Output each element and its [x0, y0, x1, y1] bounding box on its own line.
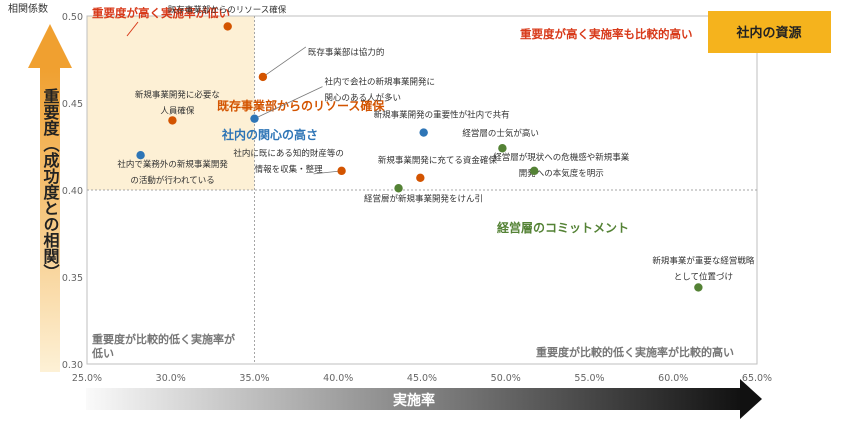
- quadrant-label-top-right: 重要度が高く実施率も比較的高い: [520, 27, 693, 41]
- highlight-zone: [87, 16, 255, 190]
- point-label-line: 既存事業部は協力的: [308, 47, 385, 58]
- point-label-line: 社内で業務外の新規事業開発: [117, 159, 228, 170]
- y-axis-arrow: [40, 68, 60, 372]
- quadrant-label-bottom-left-line2: 低い: [91, 346, 114, 360]
- x-tick-label: 60.0%: [658, 373, 688, 384]
- y-tick-label: 0.40: [62, 186, 83, 197]
- point-label: 新規事業開発に充てる資金確保: [378, 155, 498, 166]
- point-label-line: の活動が行われている: [130, 175, 214, 186]
- data-point-green: [394, 184, 403, 193]
- point-label: 新規事業開発の重要性が社内で共有: [374, 110, 510, 121]
- point-label: 社内で会社の新規事業開発に関心のある人が多い: [325, 77, 436, 104]
- point-label-line: 経営層が現状への危機感や新規事業: [493, 152, 630, 163]
- point-label: 既存事業部からのリソース確保: [168, 4, 287, 15]
- x-tick-label: 25.0%: [72, 373, 102, 384]
- leader-line: [254, 86, 323, 120]
- data-point-orange: [416, 173, 425, 183]
- y-tick-labels: 0.30 0.35 0.40 0.45 0.50: [62, 12, 83, 371]
- leader-line: [313, 170, 342, 175]
- group-label-blue: 社内の関心の高さ: [221, 127, 318, 142]
- x-tick-label: 30.0%: [156, 373, 186, 384]
- badge-text: 社内の資源: [735, 25, 801, 41]
- x-axis-arrow: [86, 388, 742, 410]
- data-point-blue: [136, 151, 145, 160]
- point-label-line: 既存事業部からのリソース確保: [168, 4, 287, 15]
- data-point-orange: [258, 72, 268, 82]
- point-label-line: 経営層の士気が高い: [462, 128, 539, 139]
- x-tick-label: 50.0%: [491, 373, 521, 384]
- x-tick-label: 45.0%: [407, 373, 437, 384]
- label-leader-lines: [254, 46, 342, 175]
- point-label-line: 新規事業開発の重要性が社内で共有: [374, 110, 510, 121]
- y-axis-top-label: 相関係数: [8, 2, 48, 15]
- group-label-orange: 既存事業部からのリソース確保: [217, 98, 385, 113]
- x-tick-label: 40.0%: [323, 373, 353, 384]
- quadrant-label-bottom-left-line1: 重要度が比較的低く実施率が: [92, 332, 235, 346]
- y-axis-label: 重要度（成功度との相関）: [41, 87, 60, 280]
- y-tick-label: 0.45: [62, 99, 83, 110]
- y-axis-arrow-head: [28, 24, 72, 68]
- badge-box: [708, 11, 831, 53]
- point-label: 社内に既にある知的財産等の情報を収集・整理: [233, 148, 344, 175]
- y-tick-label: 0.50: [62, 12, 83, 23]
- quadrant-dividers: [87, 16, 757, 364]
- quadrant-label-pointer: [126, 21, 139, 37]
- point-label: 既存事業部は協力的: [308, 47, 385, 58]
- point-label: 経営層が現状への危機感や新規事業開発への本気度を明示: [493, 152, 630, 179]
- x-axis-label: 実施率: [393, 392, 435, 409]
- data-point-green: [530, 166, 539, 176]
- point-label-line: 関心のある人が多い: [325, 93, 402, 104]
- point-label-line: 経営層が新規事業開発をけん引: [364, 193, 483, 204]
- point-label: 新規事業開発に必要な人員確保: [135, 89, 220, 116]
- data-point-orange: [337, 166, 346, 176]
- quadrant-label-top-left: 重要度が高く実施率が低い: [92, 6, 230, 20]
- x-tick-label: 35.0%: [239, 373, 269, 384]
- y-tick-label: 0.35: [62, 273, 83, 284]
- point-label: 経営層の士気が高い: [462, 128, 539, 139]
- data-point-orange: [223, 22, 232, 31]
- data-points: [136, 22, 703, 292]
- data-point-blue: [419, 128, 428, 137]
- point-label-line: 社内に既にある知的財産等の: [233, 148, 344, 159]
- point-label-line: 新規事業が重要な経営戦略: [652, 255, 755, 266]
- x-tick-label: 65.0%: [742, 373, 772, 384]
- point-label-line: として位置づけ: [674, 271, 733, 282]
- x-axis-arrow-head: [740, 379, 762, 419]
- point-labels: 既存事業部からのリソース確保既存事業部は協力的新規事業開発に必要な人員確保社内に…: [117, 4, 755, 282]
- x-tick-labels: 25.0% 30.0% 35.0% 40.0% 45.0% 50.0% 55.0% 60.0%…: [72, 373, 772, 384]
- point-label-line: 新規事業開発に充てる資金確保: [378, 155, 498, 166]
- point-label-line: 新規事業開発に必要な: [135, 89, 220, 100]
- point-label-line: 人員確保: [160, 105, 195, 116]
- quadrant-label-bottom-left: 重要度が比較的低く実施率が 低い: [91, 332, 239, 360]
- x-tick-label: 55.0%: [574, 373, 604, 384]
- quadrant-label-bottom-right: 重要度が比較的低く実施率が比較的高い: [536, 345, 734, 359]
- point-label: 社内で業務外の新規事業開発の活動が行われている: [117, 159, 228, 186]
- data-point-green: [694, 283, 703, 292]
- group-label-green: 経営層のコミットメント: [497, 220, 629, 235]
- data-point-orange: [168, 116, 177, 125]
- y-tick-label: 0.30: [62, 360, 83, 371]
- point-label: 経営層が新規事業開発をけん引: [364, 193, 483, 204]
- point-label-line: 情報を収集・整理: [255, 164, 324, 175]
- point-label-line: 開発への本気度を明示: [519, 168, 604, 179]
- leader-line: [262, 46, 307, 78]
- data-point-green: [498, 144, 507, 153]
- point-label-line: 社内で会社の新規事業開発に: [325, 77, 436, 88]
- point-label: 新規事業が重要な経営戦略として位置づけ: [652, 255, 755, 282]
- data-point-blue: [250, 114, 259, 123]
